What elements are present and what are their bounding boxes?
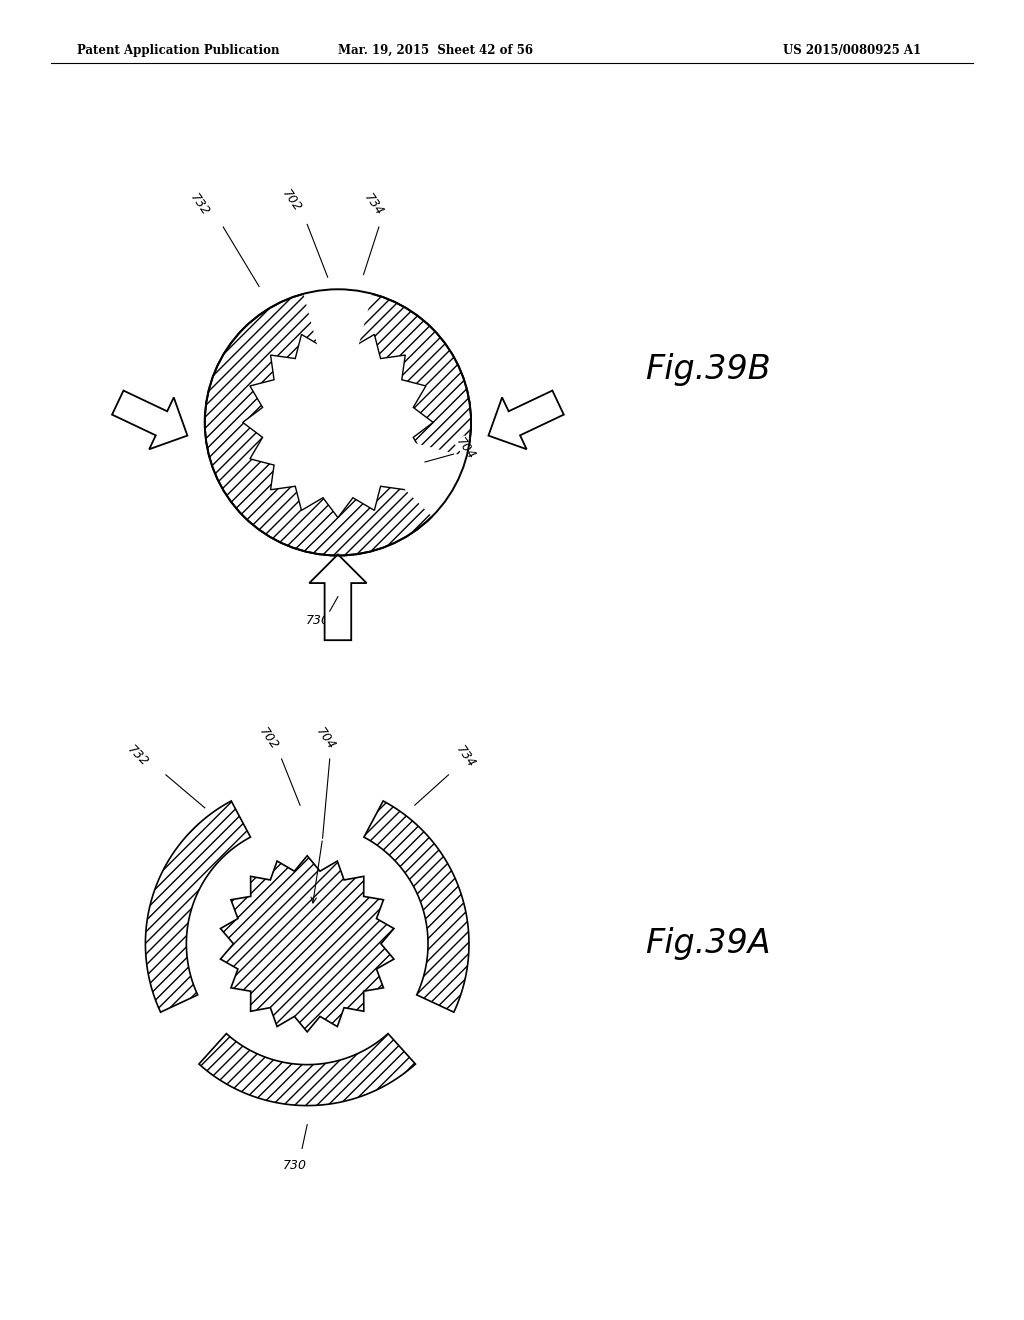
Polygon shape xyxy=(199,1034,416,1106)
Polygon shape xyxy=(303,286,373,352)
Text: 704: 704 xyxy=(454,436,478,462)
Text: Mar. 19, 2015  Sheet 42 of 56: Mar. 19, 2015 Sheet 42 of 56 xyxy=(338,44,532,57)
Text: 730: 730 xyxy=(305,614,330,627)
Text: Fig.39A: Fig.39A xyxy=(645,927,771,961)
Polygon shape xyxy=(389,441,469,519)
Text: 732: 732 xyxy=(125,743,152,770)
Text: 730: 730 xyxy=(283,1159,307,1172)
Text: 702: 702 xyxy=(280,187,304,214)
Text: 704: 704 xyxy=(313,726,338,752)
Text: Patent Application Publication: Patent Application Publication xyxy=(77,44,280,57)
Polygon shape xyxy=(220,855,394,1032)
Text: 734: 734 xyxy=(361,191,386,218)
Polygon shape xyxy=(309,554,367,640)
Polygon shape xyxy=(145,801,251,1012)
Text: 732: 732 xyxy=(187,191,212,218)
Polygon shape xyxy=(488,391,564,449)
Polygon shape xyxy=(112,391,187,449)
Polygon shape xyxy=(243,327,433,517)
Text: US 2015/0080925 A1: US 2015/0080925 A1 xyxy=(783,44,922,57)
Text: 702: 702 xyxy=(256,726,281,752)
Text: 734: 734 xyxy=(454,743,478,770)
Polygon shape xyxy=(364,801,469,1012)
Ellipse shape xyxy=(205,289,471,556)
Text: Fig.39B: Fig.39B xyxy=(645,354,771,385)
Circle shape xyxy=(205,251,471,594)
